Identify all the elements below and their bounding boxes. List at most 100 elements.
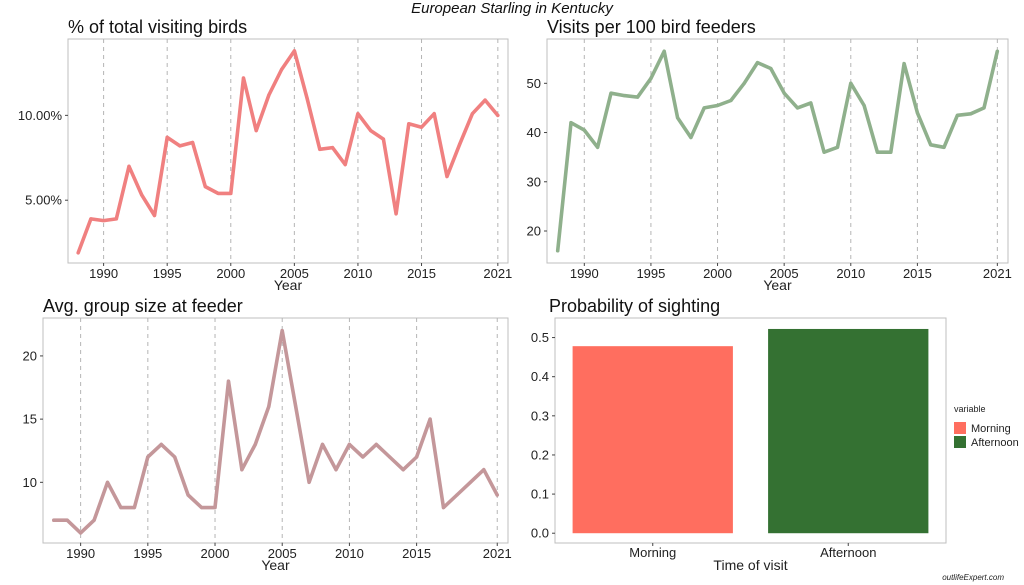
group-point-2015: [415, 455, 419, 459]
pct-point-2018: [458, 142, 462, 146]
group-point-2016: [428, 417, 432, 421]
group-xtick-label-1995: 1995: [133, 546, 162, 561]
visits-point-1993: [622, 94, 626, 98]
group-point-2010: [347, 442, 351, 446]
group-point-2011: [361, 455, 365, 459]
pct-xtick-label-2015: 2015: [407, 266, 436, 281]
pct-point-1999: [216, 191, 220, 195]
visits-point-2019: [969, 112, 973, 116]
group-xtick-label-2015: 2015: [402, 546, 431, 561]
prob-ytick-label-0.3: 0.3: [531, 408, 549, 423]
group-point-2006: [294, 404, 298, 409]
group-point-2001: [226, 379, 231, 383]
prob-ytick-label-0.2: 0.2: [531, 447, 549, 462]
visits-point-2007: [809, 101, 813, 105]
pct-title: % of total visiting birds: [68, 17, 247, 37]
group-point-2002: [240, 468, 244, 472]
visits-title: Visits per 100 bird feeders: [547, 17, 756, 37]
group-point-1994: [132, 506, 136, 510]
visits-point-1988: [556, 249, 560, 253]
pct-point-1995: [165, 135, 169, 139]
pct-point-2003: [267, 93, 271, 97]
pct-point-2011: [369, 129, 373, 133]
visits-point-1994: [636, 95, 640, 99]
pct-point-2021: [496, 113, 500, 117]
group-point-2003: [253, 442, 257, 446]
visits-ytick-label-40: 40: [527, 125, 541, 140]
visits-point-1990: [582, 128, 586, 132]
pct-point-1989: [89, 217, 93, 221]
prob-ytick-label-0.1: 0.1: [531, 487, 549, 502]
pct-point-2001: [241, 76, 246, 80]
prob-bar-morning: [572, 346, 733, 534]
visits-point-2002: [742, 81, 746, 85]
group-xtick-label-2000: 2000: [201, 546, 230, 561]
group-xtick-label-2021: 2021: [483, 546, 512, 561]
group-panel-border: [42, 317, 509, 544]
group-point-2017: [441, 506, 446, 510]
visits-point-1995: [649, 76, 653, 80]
watermark: outlifeExpert.com: [942, 573, 1004, 582]
prob-legend-swatch-afternoon: [954, 436, 966, 448]
group-point-1989: [65, 518, 69, 522]
pct-point-2009: [343, 163, 347, 167]
group-point-1998: [186, 493, 190, 497]
pct-xtick-label-2021: 2021: [483, 266, 512, 281]
group-xlabel: Year: [261, 557, 290, 573]
group-point-2013: [388, 455, 392, 459]
prob-ytick-label-0.5: 0.5: [531, 330, 549, 345]
group-point-2005: [280, 329, 284, 333]
visits-point-1997: [676, 116, 680, 120]
visits-xtick-label-1990: 1990: [570, 266, 599, 281]
page-title: European Starling in Kentucky: [411, 0, 613, 17]
visits-point-2021: [995, 49, 999, 53]
group-point-2000: [213, 506, 217, 510]
group-point-1991: [92, 518, 96, 522]
group-point-1988: [52, 518, 56, 522]
group-point-2012: [374, 442, 378, 446]
prob-xlabel: Time of visit: [713, 557, 787, 573]
pct-point-2005: [292, 49, 296, 53]
group-xtick-label-2005: 2005: [268, 546, 297, 561]
pct-point-2017: [445, 174, 449, 179]
visits-ytick-label-20: 20: [527, 224, 541, 239]
group-point-2019: [468, 480, 472, 484]
visits-xlabel: Year: [763, 277, 792, 293]
group-point-2014: [401, 468, 405, 472]
visits-point-1999: [702, 106, 706, 110]
prob-xtick-label-morning: Morning: [629, 545, 676, 560]
visits-point-2017: [942, 145, 946, 149]
pct-point-2007: [318, 147, 322, 151]
pct-point-1993: [140, 193, 144, 197]
visits-series-line: [555, 49, 1000, 253]
prob-legend-label-afternoon: Afternoon: [971, 437, 1019, 449]
pct-point-1991: [114, 217, 118, 221]
visits-point-2005: [782, 91, 786, 95]
pct-point-2000: [229, 191, 233, 195]
prob-legend-label-morning: Morning: [971, 423, 1011, 435]
group-series-line: [51, 328, 500, 535]
visits-point-1996: [662, 49, 666, 53]
pct-point-2010: [356, 112, 360, 116]
pct-point-1998: [203, 185, 207, 189]
group-point-2007: [307, 480, 311, 484]
pct-xtick-label-1995: 1995: [153, 266, 182, 281]
pct-point-2008: [330, 146, 335, 150]
visits-point-2000: [715, 103, 720, 108]
visits-point-2018: [955, 113, 960, 117]
pct-xtick-label-2000: 2000: [216, 266, 245, 281]
pct-point-2020: [483, 98, 487, 102]
visits-xtick-label-2015: 2015: [903, 266, 932, 281]
group-point-1999: [200, 506, 204, 510]
prob-legend-title: variable: [954, 404, 986, 414]
pct-point-1992: [127, 164, 131, 168]
pct-xtick-label-2010: 2010: [343, 266, 372, 281]
group-point-1990: [79, 531, 83, 535]
pct-point-2012: [381, 137, 385, 141]
pct-ytick-label-10.00%: 10.00%: [18, 108, 63, 123]
visits-point-1992: [609, 91, 613, 95]
visits-xtick-label-2010: 2010: [836, 266, 865, 281]
visits-point-2010: [849, 81, 853, 85]
group-xtick-label-2010: 2010: [335, 546, 364, 561]
pct-xtick-label-2005: 2005: [280, 266, 309, 281]
